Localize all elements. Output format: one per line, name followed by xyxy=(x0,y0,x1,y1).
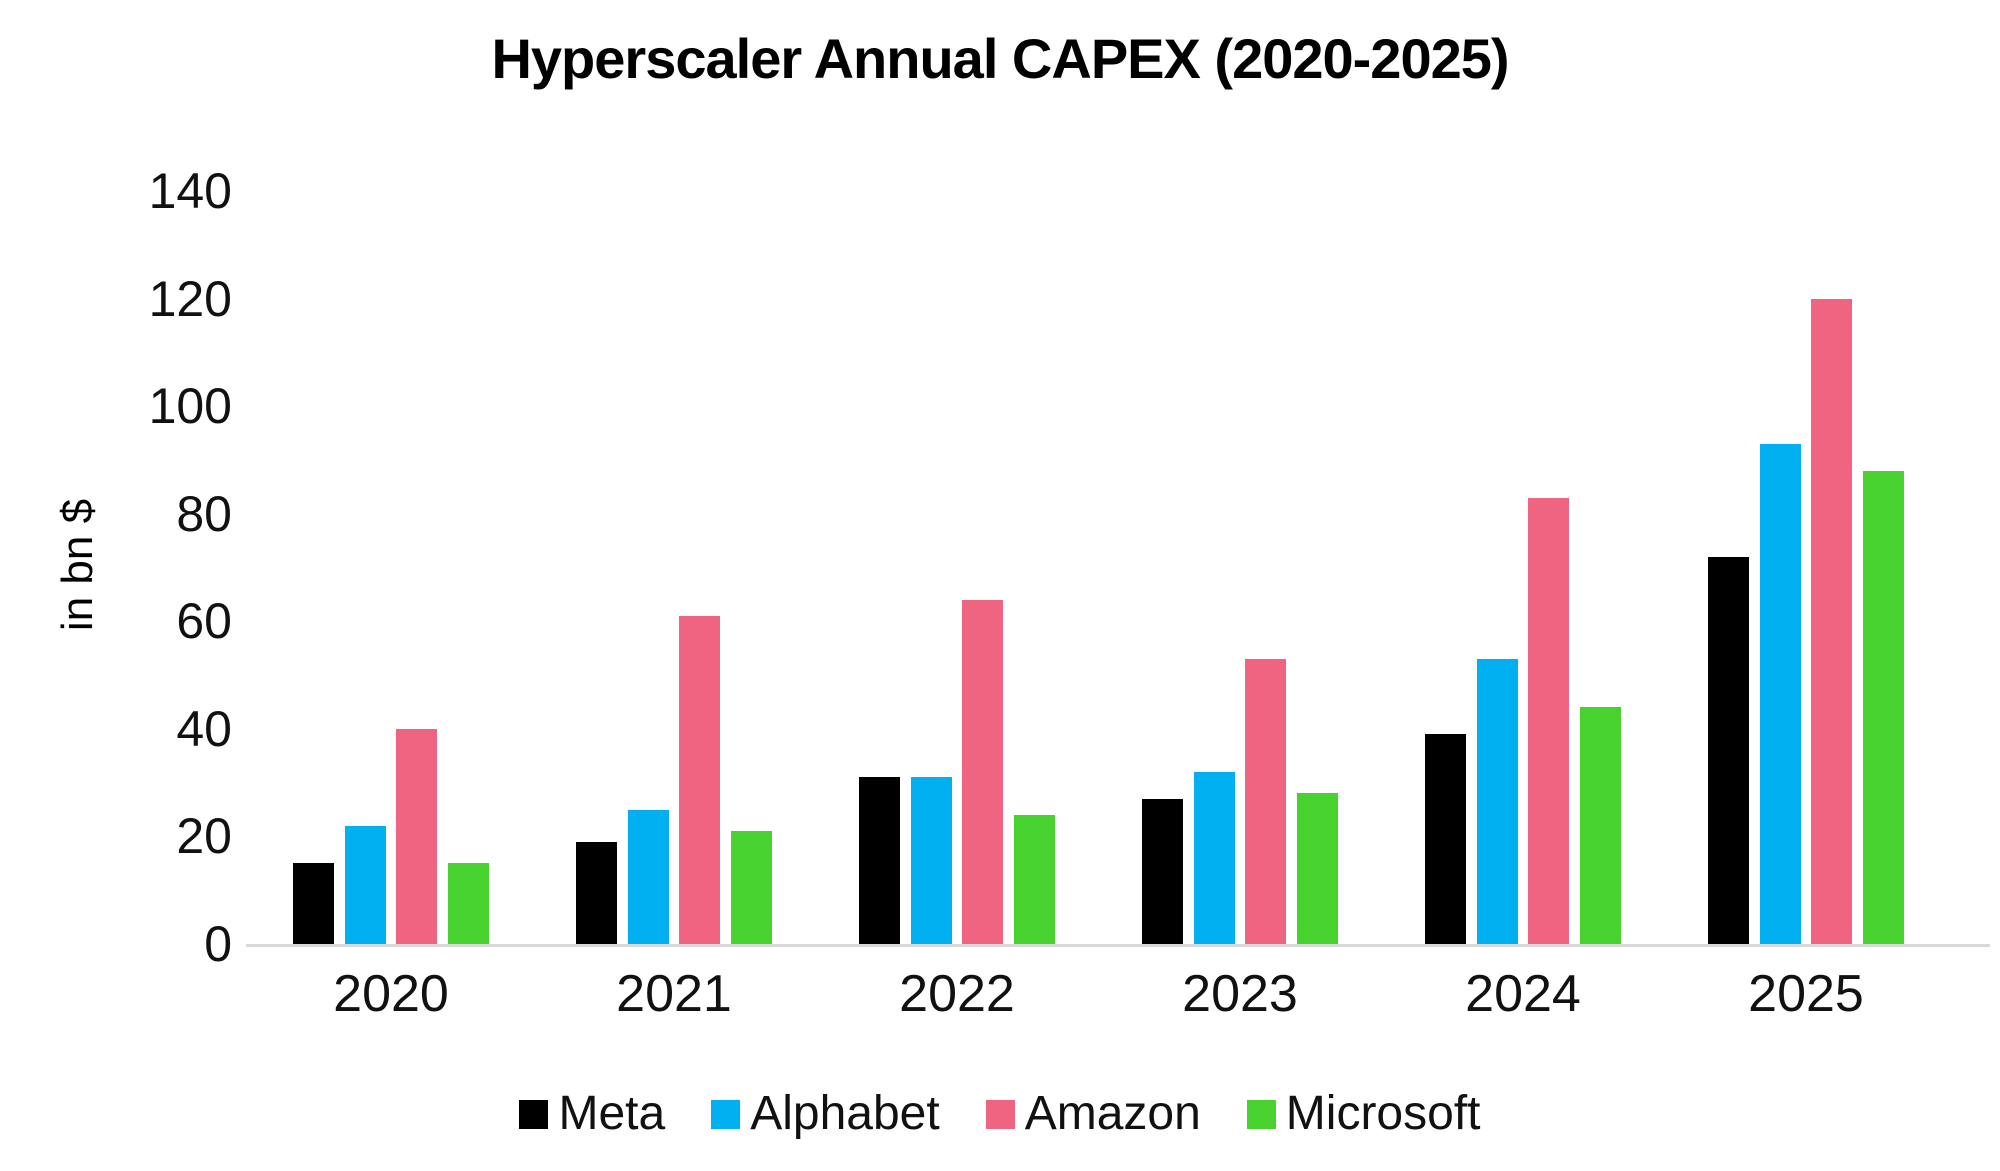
legend-swatch-amazon xyxy=(985,1099,1015,1129)
legend-item-microsoft: Microsoft xyxy=(1246,1087,1481,1140)
bar-alphabet-2020 xyxy=(344,825,386,944)
bar-alphabet-2023 xyxy=(1193,771,1235,944)
x-axis-line xyxy=(246,944,1990,947)
bar-microsoft-2024 xyxy=(1579,707,1621,944)
x-tick-label: 2021 xyxy=(616,965,732,1023)
legend-label: Alphabet xyxy=(750,1087,940,1140)
bar-meta-2025 xyxy=(1708,556,1750,944)
x-tick-label: 2022 xyxy=(899,965,1015,1023)
legend-label: Amazon xyxy=(1024,1087,1201,1140)
legend-swatch-microsoft xyxy=(1246,1099,1276,1129)
bar-alphabet-2022 xyxy=(910,777,952,944)
bar-amazon-2020 xyxy=(396,728,438,944)
bar-microsoft-2021 xyxy=(730,831,772,944)
legend-label: Microsoft xyxy=(1285,1087,1481,1140)
bar-alphabet-2025 xyxy=(1759,443,1801,944)
legend-swatch-alphabet xyxy=(711,1099,741,1129)
y-axis-title: in bn $ xyxy=(53,498,102,632)
y-tick-label: 40 xyxy=(176,700,232,757)
y-tick-label: 20 xyxy=(176,808,232,865)
legend-label: Meta xyxy=(558,1087,666,1140)
x-tick-label: 2020 xyxy=(333,965,449,1023)
bar-alphabet-2021 xyxy=(627,809,669,944)
legend-item-amazon: Amazon xyxy=(985,1087,1201,1140)
bar-alphabet-2024 xyxy=(1476,658,1518,944)
bar-amazon-2021 xyxy=(679,615,721,944)
bar-amazon-2023 xyxy=(1245,658,1287,944)
bar-meta-2022 xyxy=(859,777,901,944)
bar-amazon-2025 xyxy=(1811,298,1853,944)
x-tick-label: 2023 xyxy=(1182,965,1298,1023)
bar-microsoft-2022 xyxy=(1013,814,1055,944)
bar-meta-2020 xyxy=(293,863,335,944)
y-tick-label: 0 xyxy=(204,916,232,972)
bar-microsoft-2025 xyxy=(1862,470,1904,944)
chart-title: Hyperscaler Annual CAPEX (2020-2025) xyxy=(491,27,1509,90)
bar-amazon-2024 xyxy=(1528,497,1570,944)
x-tick-label: 2025 xyxy=(1748,965,1864,1023)
y-tick-label: 140 xyxy=(148,163,232,219)
legend-swatch-meta xyxy=(519,1099,549,1129)
x-tick-label: 2024 xyxy=(1465,965,1581,1023)
legend-item-alphabet: Alphabet xyxy=(711,1088,940,1140)
bar-meta-2023 xyxy=(1142,798,1184,944)
legend: Meta Alphabet Amazon Microsoft xyxy=(0,1088,2000,1140)
y-tick-label: 60 xyxy=(176,593,232,650)
y-tick-label: 100 xyxy=(148,378,232,435)
bar-microsoft-2020 xyxy=(447,863,489,944)
bar-meta-2021 xyxy=(576,841,618,944)
y-tick-label: 80 xyxy=(176,485,232,542)
legend-item-meta: Meta xyxy=(519,1088,665,1140)
y-tick-label: 120 xyxy=(148,270,232,327)
bar-amazon-2022 xyxy=(962,599,1004,944)
bar-microsoft-2023 xyxy=(1296,793,1338,944)
bar-meta-2024 xyxy=(1425,734,1467,944)
